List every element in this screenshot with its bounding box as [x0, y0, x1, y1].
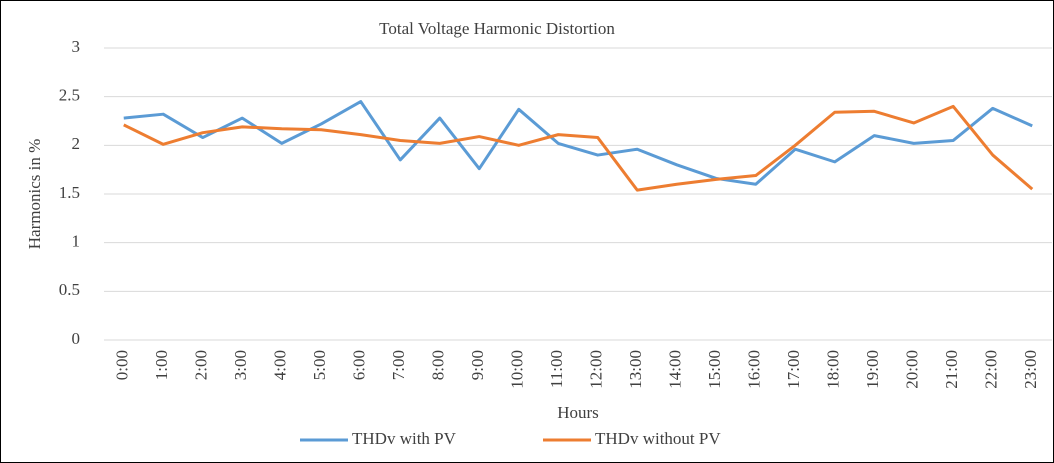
x-tick-label: 0:00 [113, 350, 132, 380]
x-tick-label: 11:00 [547, 350, 566, 388]
y-tick-label: 0 [72, 329, 81, 348]
x-tick-label: 10:00 [508, 350, 527, 389]
y-tick-label: 3 [72, 37, 81, 56]
x-tick-label: 9:00 [468, 350, 487, 380]
y-tick-label: 1.5 [59, 183, 80, 202]
x-tick-label: 18:00 [824, 350, 843, 389]
x-tick-label: 3:00 [231, 350, 250, 380]
x-tick-label: 14:00 [666, 350, 685, 389]
x-tick-label: 20:00 [903, 350, 922, 389]
x-tick-label: 6:00 [350, 350, 369, 380]
chart-title: Total Voltage Harmonic Distortion [379, 19, 615, 38]
x-tick-label: 13:00 [626, 350, 645, 389]
x-tick-label: 4:00 [271, 350, 290, 380]
x-tick-label: 23:00 [1021, 350, 1040, 389]
x-tick-label: 7:00 [389, 350, 408, 380]
x-tick-label: 2:00 [192, 350, 211, 380]
x-tick-label: 22:00 [982, 350, 1001, 389]
x-tick-label: 16:00 [745, 350, 764, 389]
legend-label: THDv without PV [595, 429, 721, 448]
x-tick-label: 8:00 [429, 350, 448, 380]
y-tick-label: 1 [72, 232, 81, 251]
x-tick-label: 21:00 [942, 350, 961, 389]
series-line [123, 104, 1034, 192]
y-tick-label: 2.5 [59, 86, 80, 105]
x-axis-label: Hours [557, 403, 599, 422]
x-tick-label: 17:00 [784, 350, 803, 389]
y-axis-label: Harmonics in % [25, 139, 44, 249]
x-tick-label: 5:00 [310, 350, 329, 380]
x-tick-label: 15:00 [705, 350, 724, 389]
x-tick-label: 19:00 [863, 350, 882, 389]
legend-label: THDv with PV [352, 429, 457, 448]
y-tick-label: 2 [72, 134, 81, 153]
series-line [123, 100, 1033, 186]
x-tick-label: 1:00 [152, 350, 171, 380]
x-tick-label: 12:00 [587, 350, 606, 389]
y-tick-label: 0.5 [59, 280, 80, 299]
